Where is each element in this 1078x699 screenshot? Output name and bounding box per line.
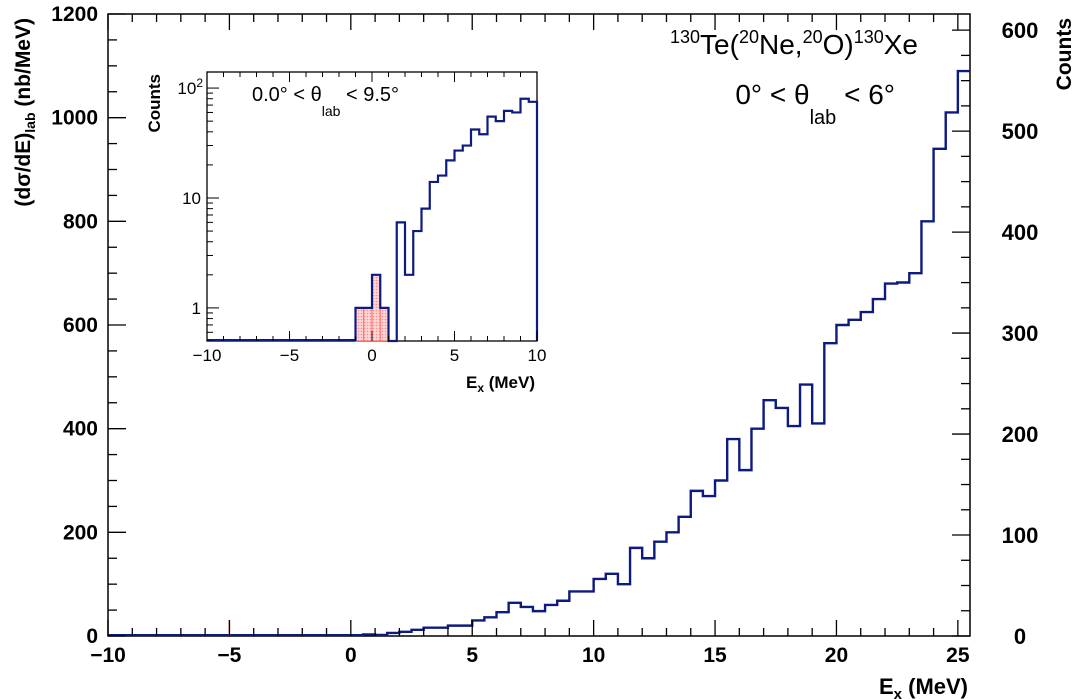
y-tick-label: 1000 — [51, 107, 98, 130]
x-tick-label: 15 — [703, 644, 727, 667]
x-tick-label: 10 — [582, 644, 605, 667]
y2-tick-label: 300 — [1002, 321, 1039, 346]
x-tick-label: 20 — [825, 644, 848, 667]
angle-cut-label: 0° < θlab < 6° — [735, 79, 895, 129]
inset-y-axis-label: Counts — [145, 74, 164, 133]
y-tick-label: 0 — [86, 625, 98, 648]
inset-shaded-bin — [363, 307, 373, 342]
x-tick-label: −5 — [217, 644, 241, 667]
x-tick-label: 5 — [466, 644, 478, 667]
inset-shaded-bin — [371, 274, 381, 342]
y-tick-label: 400 — [63, 418, 98, 441]
y-tick-label: 200 — [63, 521, 98, 544]
y-axis-label: (dσ/dE)lab (nb/MeV) — [12, 18, 38, 207]
inset-x-tick-label: −5 — [280, 346, 299, 365]
inset-y-tick-label: 1 — [192, 299, 201, 318]
inset-angle-cut-label: 0.0° < θlab < 9.5° — [252, 84, 399, 119]
y2-tick-label: 100 — [1002, 523, 1039, 548]
x-tick-label: 0 — [345, 644, 357, 667]
x-tick-label: 25 — [946, 644, 970, 667]
inset-histogram-series — [354, 97, 539, 343]
y2-tick-label: 400 — [1002, 220, 1039, 245]
inset-x-tick-label: 10 — [528, 346, 547, 365]
x-tick-label: −10 — [90, 644, 126, 667]
inset-x-tick-label: 0 — [367, 346, 376, 365]
inset-x-tick-label: −10 — [193, 346, 222, 365]
inset-x-tick-label: 5 — [450, 346, 459, 365]
y-tick-label: 800 — [63, 210, 98, 233]
reaction-title: 130Te(20Ne,20O)130Xe — [670, 27, 918, 60]
inset-x-axis-label: Ex (MeV) — [466, 373, 535, 395]
inset-plot: −10 −5 0 5 10 1 10 102 Ex (MeV) Counts 0.0° < θlab… — [145, 71, 547, 395]
inset-y-tick-label: 10 — [182, 189, 201, 208]
main-plot: −10 −5 0 5 10 15 20 250200400600800100012000100… — [12, 3, 1076, 699]
y2-tick-label: 0 — [1014, 624, 1026, 649]
y-tick-label: 600 — [63, 314, 98, 337]
y-tick-label: 1200 — [51, 3, 98, 26]
y2-tick-label: 600 — [1002, 18, 1039, 43]
y2-tick-label: 500 — [1002, 119, 1039, 144]
inset-shaded-bin — [355, 307, 365, 342]
y2-axis-label: Counts — [1053, 18, 1076, 90]
x-axis-label: Ex (MeV) — [879, 674, 968, 699]
inset-y-tick-label: 102 — [177, 76, 203, 98]
y2-tick-label: 200 — [1002, 422, 1039, 447]
inset-shaded-bin — [379, 307, 389, 342]
